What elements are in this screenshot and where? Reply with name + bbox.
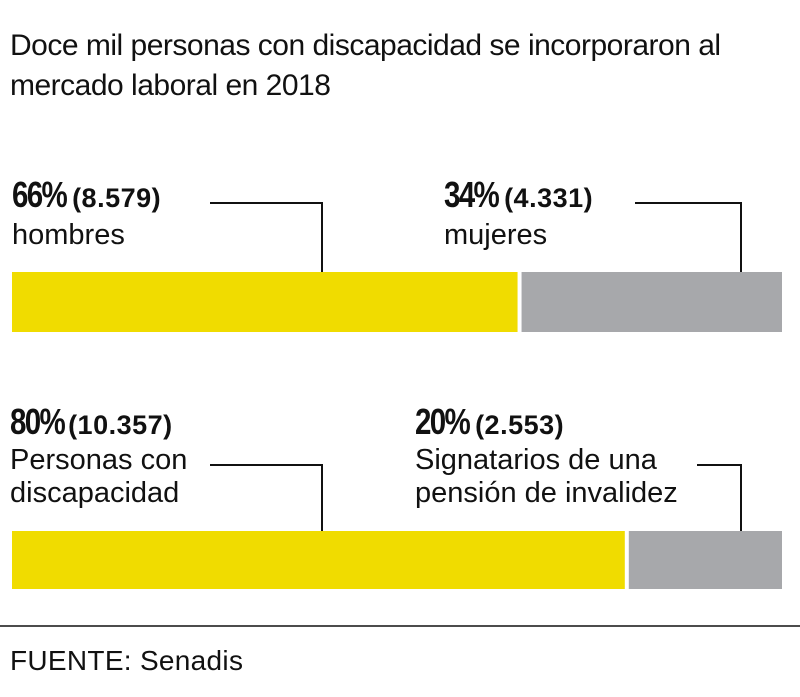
leader-line — [635, 202, 742, 272]
percent-signatarios: 20% — [415, 401, 471, 442]
percent-mujeres: 34% — [444, 174, 500, 215]
leader-line — [697, 464, 742, 531]
leader-line — [210, 464, 323, 531]
name-mujeres: mujeres — [444, 219, 548, 251]
bar-segment — [521, 272, 782, 332]
chart-title: Doce mil personas con discapacidad se in… — [10, 29, 721, 102]
name-personas-discapacidad: Personas con discapacidad — [10, 444, 188, 509]
name-hombres: hombres — [12, 219, 125, 251]
bar-segment — [12, 531, 625, 589]
label-hombres: 66% (8.579) hombres — [12, 174, 162, 252]
source-note: FUENTE: Senadis — [10, 645, 244, 676]
label-personas-discapacidad: 80% (10.357) Personas con discapacidad — [10, 401, 215, 510]
percent-hombres: 66% — [12, 174, 68, 215]
label-mujeres: 34% (4.331) mujeres — [444, 174, 594, 252]
leader-line — [210, 202, 323, 272]
count-hombres: (8.579) — [72, 183, 162, 213]
bar-segment — [12, 272, 518, 332]
label-signatarios: 20% (2.553) Signatarios de una pensión de… — [415, 401, 715, 510]
count-personas-discapacidad: (10.357) — [68, 410, 173, 440]
name-signatarios: Signatarios de una pensión de invalidez — [415, 444, 678, 509]
percent-personas-discapacidad: 80% — [10, 401, 66, 442]
bar-segment — [628, 531, 782, 589]
count-mujeres: (4.331) — [504, 183, 594, 213]
count-signatarios: (2.553) — [475, 410, 565, 440]
